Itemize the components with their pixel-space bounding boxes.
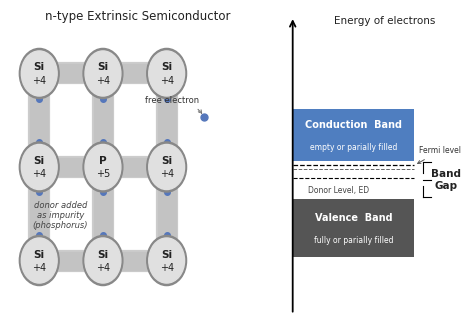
Text: +4: +4 — [96, 263, 110, 273]
Text: Si: Si — [97, 249, 109, 260]
Circle shape — [85, 238, 121, 283]
Text: Fermi level: Fermi level — [418, 147, 461, 163]
Text: donor added
as impurity
(phosphorus): donor added as impurity (phosphorus) — [33, 200, 88, 230]
Text: empty or parially filled: empty or parially filled — [310, 143, 397, 152]
Text: Energy of electrons: Energy of electrons — [334, 16, 435, 26]
Text: +4: +4 — [160, 169, 173, 179]
Circle shape — [85, 51, 121, 96]
Text: +4: +4 — [32, 76, 46, 86]
Text: Si: Si — [34, 62, 45, 72]
Circle shape — [147, 48, 187, 99]
Text: Si: Si — [161, 156, 172, 166]
Bar — [293, 199, 414, 257]
Circle shape — [83, 235, 123, 286]
Circle shape — [19, 235, 59, 286]
Text: Si: Si — [161, 249, 172, 260]
Circle shape — [21, 144, 57, 190]
Circle shape — [21, 238, 57, 283]
Circle shape — [149, 51, 184, 96]
Text: n-type Extrinsic Semiconductor: n-type Extrinsic Semiconductor — [45, 10, 230, 23]
Text: +4: +4 — [32, 169, 46, 179]
Text: +4: +4 — [32, 263, 46, 273]
Text: +4: +4 — [160, 76, 173, 86]
Text: Conduction  Band: Conduction Band — [305, 120, 402, 130]
Text: +5: +5 — [96, 169, 110, 179]
Bar — [293, 109, 414, 161]
Text: Donor Level, ED: Donor Level, ED — [308, 186, 369, 195]
Text: +4: +4 — [160, 263, 173, 273]
Text: Si: Si — [97, 62, 109, 72]
Text: Si: Si — [34, 156, 45, 166]
Text: P: P — [99, 156, 107, 166]
Circle shape — [19, 48, 59, 99]
Text: +4: +4 — [96, 76, 110, 86]
Text: Band
Gap: Band Gap — [431, 169, 461, 191]
Text: fully or parially filled: fully or parially filled — [314, 236, 393, 245]
Text: Valence  Band: Valence Band — [315, 213, 392, 223]
Circle shape — [149, 238, 184, 283]
Circle shape — [83, 48, 123, 99]
Text: free electron: free electron — [146, 96, 201, 114]
Circle shape — [19, 142, 59, 192]
Circle shape — [149, 144, 184, 190]
Text: Si: Si — [34, 249, 45, 260]
Circle shape — [85, 144, 121, 190]
Circle shape — [147, 142, 187, 192]
Text: Si: Si — [161, 62, 172, 72]
Circle shape — [21, 51, 57, 96]
Circle shape — [83, 142, 123, 192]
Circle shape — [147, 235, 187, 286]
